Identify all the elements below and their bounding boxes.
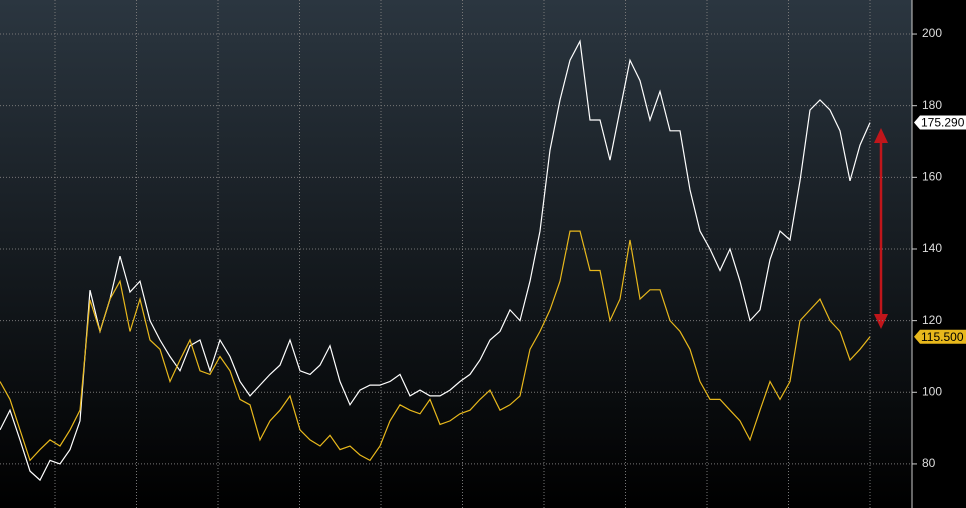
- y-tick-label: 140: [922, 241, 942, 255]
- spread-arrow: [874, 128, 888, 329]
- axis-background: [912, 0, 966, 508]
- y-tick-label: 120: [922, 313, 942, 327]
- y-tick-label: 200: [922, 26, 942, 40]
- last-value-flag: [914, 329, 966, 344]
- plot-background: [0, 0, 912, 508]
- y-tick-label: 180: [922, 98, 942, 112]
- y-tick-label: 80: [922, 456, 936, 470]
- line-series: [0, 230, 871, 462]
- line-series: [0, 39, 871, 482]
- vertical-grid: [54, 0, 871, 508]
- last-value-flag: [914, 115, 966, 130]
- y-tick-label: 100: [922, 384, 942, 398]
- last-value-label: 115.500: [921, 330, 964, 344]
- y-tick-label: 160: [922, 170, 942, 184]
- last-value-label: 175.290: [921, 116, 965, 130]
